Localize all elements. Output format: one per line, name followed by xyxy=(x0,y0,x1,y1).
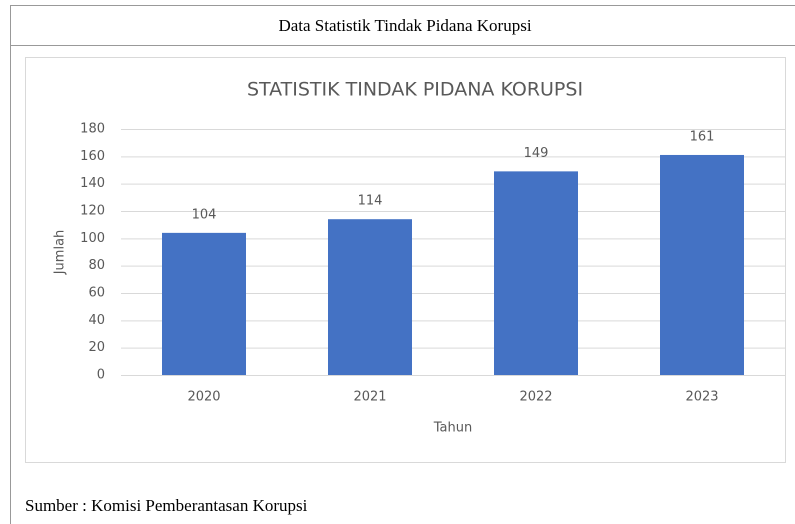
y-tick-label: 140 xyxy=(80,176,105,191)
x-tick-label: 2023 xyxy=(685,390,718,405)
y-tick-label: 0 xyxy=(97,368,105,383)
y-tick-label: 180 xyxy=(80,122,105,137)
y-tick-label: 160 xyxy=(80,149,105,164)
y-axis-label: Jumlah xyxy=(53,230,68,276)
y-tick-label: 60 xyxy=(88,286,105,301)
x-tick-label: 2020 xyxy=(187,390,220,405)
bar xyxy=(660,154,744,375)
x-tick-label: 2021 xyxy=(353,390,386,405)
value-label: 161 xyxy=(690,129,715,144)
value-label: 149 xyxy=(524,146,549,161)
x-tick-label: 2022 xyxy=(519,390,552,405)
bar xyxy=(162,232,246,375)
caption: Data Statistik Tindak Pidana Korupsi xyxy=(278,16,531,35)
y-tick-label: 80 xyxy=(88,258,105,273)
chart-title: STATISTIK TINDAK PIDANA KORUPSI xyxy=(247,79,583,101)
y-tick-label: 100 xyxy=(80,231,105,246)
y-tick-label: 20 xyxy=(88,340,105,355)
cell-border xyxy=(10,5,795,524)
source: Sumber : Komisi Pemberantasan Korupsi xyxy=(25,496,308,515)
bar xyxy=(328,219,412,375)
y-tick-label: 40 xyxy=(88,313,105,328)
y-tick-label: 120 xyxy=(80,204,105,219)
x-axis-label: Tahun xyxy=(433,421,472,436)
value-label: 104 xyxy=(192,207,217,222)
bar xyxy=(494,171,578,375)
value-label: 114 xyxy=(358,194,383,209)
